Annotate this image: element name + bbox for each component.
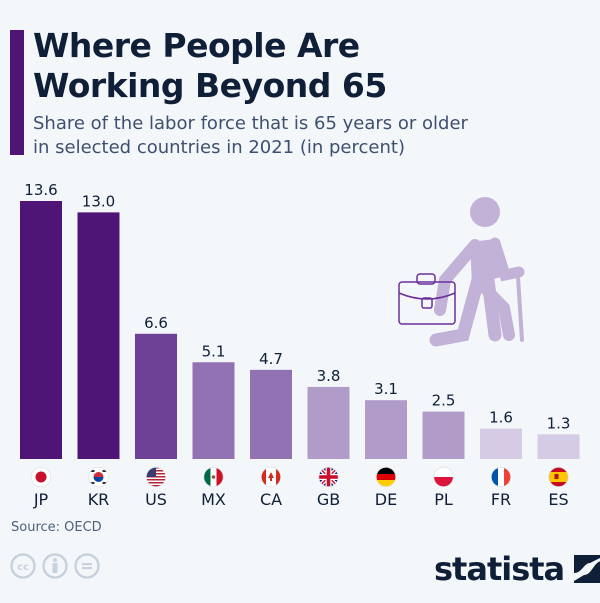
license-icons: cc — [10, 553, 100, 579]
value-label: 13.0 — [82, 192, 115, 210]
bar-gb — [307, 386, 350, 459]
category-label: GB — [317, 490, 340, 509]
category-label: ES — [548, 490, 568, 509]
elderly-worker-with-briefcase-icon — [398, 197, 525, 347]
title-accent-bar — [10, 30, 24, 155]
mexico-flag-icon — [203, 466, 224, 488]
category-label: MX — [201, 490, 226, 509]
value-label: 4.7 — [259, 350, 283, 368]
japan-flag-icon — [30, 466, 52, 488]
attribution-icon[interactable] — [42, 553, 68, 579]
category-label: KR — [88, 490, 110, 509]
logo-text: statista — [434, 550, 565, 588]
source-note: Source: OECD — [11, 520, 102, 535]
value-label: 3.1 — [374, 380, 398, 398]
subtitle-line-2: in selected countries in 2021 (in percen… — [33, 137, 405, 158]
bar-jp — [20, 201, 62, 459]
chart-title: Where People Are Working Beyond 65 — [33, 26, 387, 106]
bar-kr — [77, 212, 120, 459]
category-label: DE — [375, 490, 397, 509]
bar-es — [537, 434, 580, 459]
france-flag-icon — [490, 466, 512, 488]
bar-mx — [192, 362, 235, 459]
value-label: 6.6 — [144, 314, 168, 332]
cc-icon[interactable]: cc — [10, 553, 36, 579]
bar-de — [365, 400, 407, 459]
usa-flag-icon — [145, 466, 167, 488]
bar-pl — [422, 411, 465, 459]
value-label: 1.6 — [489, 409, 513, 427]
category-label: JP — [33, 490, 49, 509]
category-label: FR — [491, 490, 511, 509]
bar-us — [135, 333, 177, 459]
canada-flag-icon — [260, 466, 282, 488]
statista-logo-icon — [574, 555, 600, 583]
subtitle-line-1: Share of the labor force that is 65 year… — [33, 113, 468, 134]
category-label: PL — [434, 490, 453, 509]
no-derivatives-icon[interactable] — [74, 553, 100, 579]
spain-flag-icon — [548, 466, 569, 488]
category-label: US — [145, 490, 167, 509]
chart-subtitle: Share of the labor force that is 65 year… — [33, 112, 468, 160]
title-line-1: Where People Are — [33, 26, 360, 65]
category-label: CA — [260, 490, 282, 509]
uk-flag-icon — [318, 466, 339, 488]
value-label: 2.5 — [432, 392, 456, 410]
value-label: 3.8 — [317, 367, 341, 385]
statista-logo[interactable]: statista — [434, 551, 600, 587]
poland-flag-icon — [433, 466, 454, 488]
bar-ca — [250, 369, 292, 459]
svg-text:cc: cc — [17, 562, 29, 573]
germany-flag-icon — [375, 466, 397, 488]
bar-chart: 13.6 JP 13.0 KR 6.6 US 5.1 MX 4.7 CA 3.8 GB 3.1 DE 2.5… — [20, 181, 580, 509]
title-line-2: Working Beyond 65 — [33, 66, 387, 105]
value-label: 1.3 — [547, 414, 571, 432]
value-label: 5.1 — [202, 342, 226, 360]
value-label: 13.6 — [24, 181, 57, 199]
bar-fr — [480, 428, 522, 459]
south-korea-flag-icon — [88, 466, 109, 488]
